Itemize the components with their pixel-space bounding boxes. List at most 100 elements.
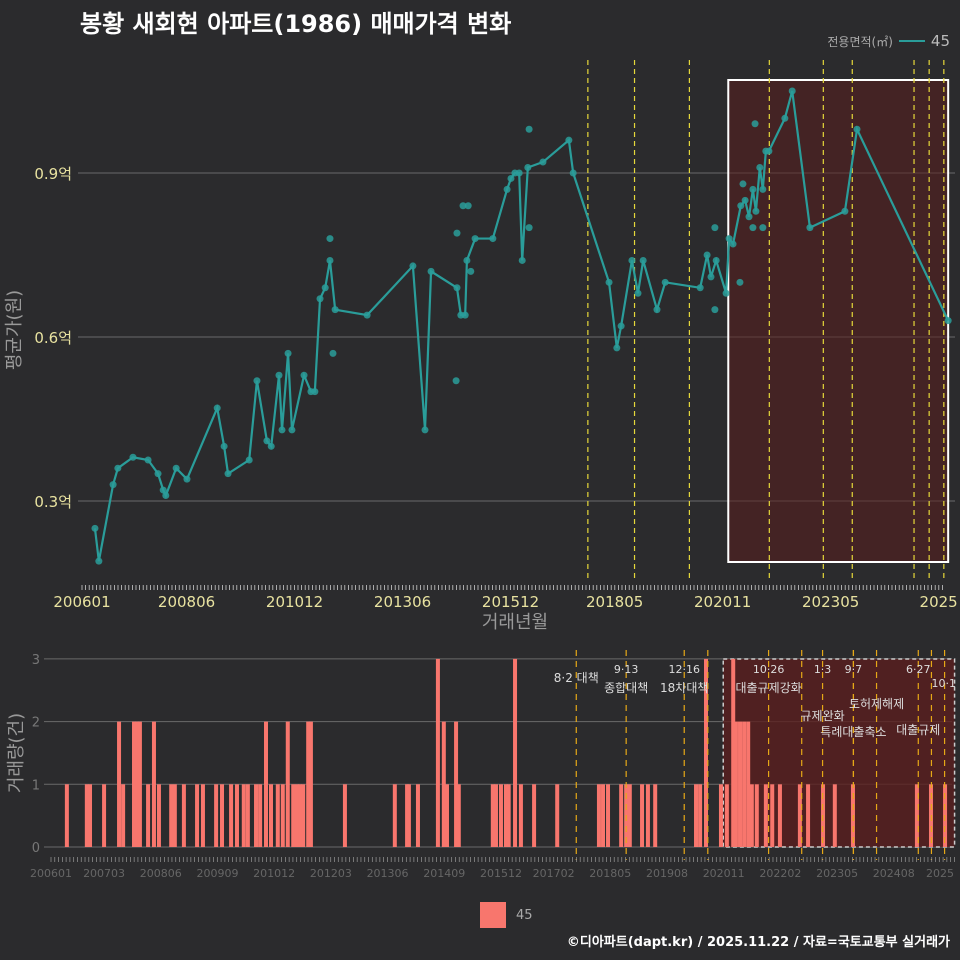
volume-bar [280, 784, 285, 847]
y-tick-label: 0.6억 [34, 329, 72, 347]
price-point [463, 256, 471, 264]
volume-bar [503, 784, 508, 847]
volume-bar [627, 784, 632, 847]
volume-bar [135, 721, 140, 847]
volume-bar [275, 784, 280, 847]
price-point [605, 278, 613, 286]
x-tick-label: 201409 [423, 867, 465, 880]
price-point [172, 464, 180, 472]
price-point [331, 306, 339, 314]
price-point [300, 371, 308, 379]
volume-bar [653, 784, 658, 847]
volume-bar [151, 721, 156, 847]
price-point [459, 202, 467, 210]
event-label: 대출규제강화 [735, 681, 801, 695]
price-point [267, 442, 275, 450]
price-point [427, 267, 435, 275]
volume-bar [749, 784, 754, 847]
legend-bottom: 45 [480, 902, 533, 928]
y-axis-title: 거래량(건) [6, 713, 27, 793]
price-point [275, 371, 283, 379]
volume-bar [169, 784, 174, 847]
legend-line-icon [898, 40, 925, 42]
volume-bar [406, 784, 411, 847]
price-point [421, 426, 429, 434]
price-point [759, 185, 767, 193]
y-tick-label: 2 [32, 716, 40, 731]
price-point [525, 224, 533, 232]
volume-bar [200, 784, 205, 847]
y-tick-label: 0.3억 [34, 493, 72, 511]
volume-bar [441, 721, 446, 847]
price-point [712, 256, 720, 264]
price-point [409, 262, 417, 270]
price-point [525, 125, 533, 133]
volume-bar [64, 784, 69, 847]
volume-bar [513, 658, 518, 847]
price-point [788, 87, 796, 95]
x-tick-label: 201203 [310, 867, 352, 880]
price-point [114, 464, 122, 472]
legend-swatch-icon [480, 902, 506, 928]
event-date-label: 6·27 [906, 663, 931, 676]
price-point [781, 114, 789, 122]
event-date-label: 9·7 [845, 663, 863, 676]
volume-bar [506, 784, 511, 847]
volume-bar [308, 721, 313, 847]
price-point [759, 224, 767, 232]
volume-bar [220, 784, 225, 847]
volume-bar [718, 784, 723, 847]
price-point [653, 306, 661, 314]
event-label: 18차대책 [660, 680, 708, 695]
y-axis-title: 평균가(원) [4, 290, 25, 370]
x-tick-label: 201306 [374, 593, 431, 611]
volume-bar [777, 784, 782, 847]
x-tick-label: 201012 [253, 867, 295, 880]
price-point [639, 256, 647, 264]
volume-bar [241, 784, 246, 847]
price-point [453, 284, 461, 292]
volume-bar [88, 784, 93, 847]
price-point [329, 349, 337, 357]
y-tick-label: 0.9억 [34, 165, 72, 183]
volume-bar [754, 784, 759, 847]
price-point [326, 256, 334, 264]
volume-bar [724, 784, 729, 847]
volume-bar [493, 784, 498, 847]
x-axis-title: 거래년월 [482, 612, 548, 633]
price-point [565, 136, 573, 144]
volume-bar [234, 784, 239, 847]
volume-bar [117, 721, 122, 847]
volume-bar [733, 721, 738, 847]
price-point [741, 196, 749, 204]
event-label: 규제완화 [800, 709, 844, 723]
x-tick-label: 200806 [158, 593, 215, 611]
price-point [752, 207, 760, 215]
price-point [284, 349, 292, 357]
legend-item-label: 45 [930, 32, 950, 50]
price-point [109, 481, 117, 489]
price-point [539, 158, 547, 166]
x-tick-label: 201012 [266, 593, 323, 611]
price-point [129, 453, 137, 461]
price-point [518, 256, 526, 264]
price-point [756, 164, 764, 172]
legend-title: 전용면적(㎡) [827, 34, 893, 49]
event-date-label: 10·26 [753, 663, 785, 676]
x-tick-label: 2025 [920, 593, 958, 611]
footer-credit: ©디아파트(dapt.kr) / 2025.11.22 / 자료=국토교통부 실… [566, 935, 950, 950]
price-point [944, 317, 952, 325]
x-tick-label: 201805 [589, 867, 631, 880]
price-point [453, 229, 461, 237]
volume-bar [763, 784, 768, 847]
x-tick-label: 200806 [140, 867, 182, 880]
x-tick-label: 201512 [480, 867, 522, 880]
volume-bar [435, 658, 440, 847]
volume-bar [291, 784, 296, 847]
price-point [613, 344, 621, 352]
volume-bar [84, 784, 89, 847]
price-point [806, 224, 814, 232]
x-tick-label: 200909 [196, 867, 238, 880]
price-point [467, 267, 475, 275]
price-point [503, 185, 511, 193]
